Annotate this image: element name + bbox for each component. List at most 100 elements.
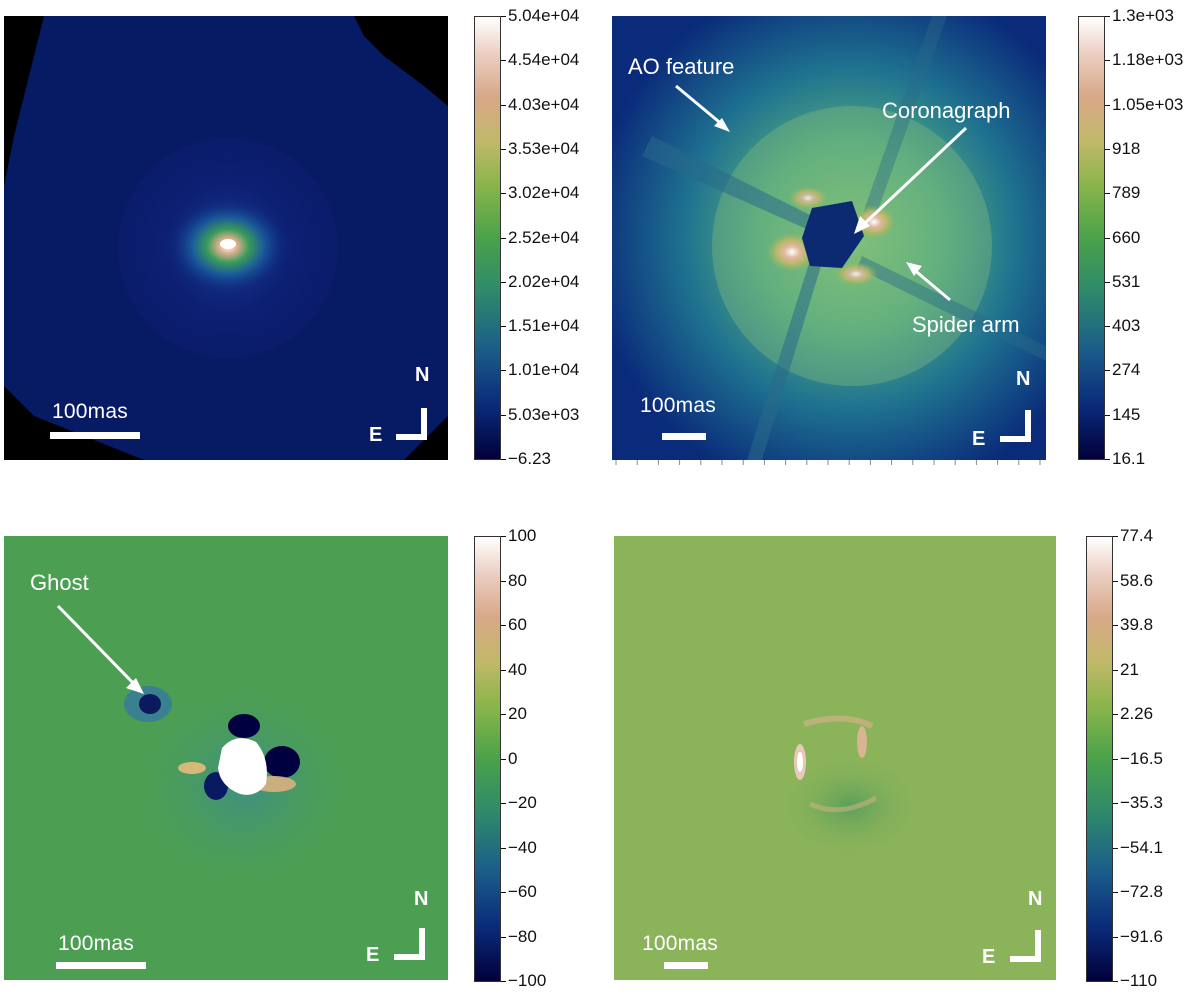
residual-image: 100mas N E: [614, 536, 1056, 980]
colorbar-tick-mark: [501, 714, 506, 715]
colorbar-tick-mark: [501, 193, 506, 195]
colorbar-tick-mark: [501, 148, 506, 150]
colorbar-tick-mark: [501, 60, 506, 62]
colorbar-tick-mark: [1105, 281, 1110, 283]
coronagraph-image: AO feature Coronagraph Spider arm 100mas…: [612, 16, 1046, 460]
residual-image: Ghost 100mas N E: [4, 536, 448, 980]
colorbar-tick-mark: [1105, 370, 1110, 372]
colorbar-tick-label: −16.5: [1120, 748, 1164, 768]
colorbar-tick-label: 40: [508, 659, 527, 679]
colorbar-tick-mark: [1113, 936, 1118, 938]
compass-arrow-icon: [1000, 410, 1031, 442]
arrow-icon: [906, 262, 951, 302]
colorbar-tick-label: −54.1: [1120, 837, 1164, 857]
colorbar-tick-label: 21: [1120, 659, 1139, 679]
colorbar-tick-mark: [501, 459, 506, 460]
colorbar-tick-label: −35.3: [1120, 793, 1164, 812]
scalebar: [662, 433, 706, 440]
colorbar-tick-mark: [1113, 803, 1118, 804]
colorbar-tick-label: −100: [508, 971, 547, 990]
scalebar-label: 100mas: [642, 932, 718, 955]
colorbar-tick-label: 1.3e+03: [1112, 6, 1174, 25]
colorbar-tick-label: 4.54e+04: [508, 50, 580, 70]
colorbar-tick-label: 0: [508, 748, 518, 768]
colorbar-tick-label: 1.51e+04: [508, 316, 580, 336]
colorbar-tick-label: 5.04e+04: [508, 6, 580, 25]
colorbar-tick-mark: [1113, 847, 1118, 849]
scalebar-label: 100mas: [640, 394, 716, 417]
colorbar-tick-mark: [501, 847, 506, 849]
colorbar-tick-mark: [501, 104, 506, 106]
colorbar-tick-label: 60: [508, 615, 527, 634]
colorbar-tick-label: 145: [1112, 404, 1141, 424]
colorbar-tick-label: 1.18e+03: [1112, 50, 1184, 70]
colorbar-tick-mark: [1113, 580, 1118, 582]
compass-north-label: N: [414, 888, 429, 910]
compass-north-label: N: [415, 364, 430, 386]
colorbar-tick-label: −72.8: [1120, 882, 1164, 901]
colorbar-tick-label: 531: [1112, 271, 1141, 291]
colorbar-tick-mark: [501, 536, 506, 537]
colorbar-tick-mark: [1105, 193, 1110, 195]
arrow-icon: [675, 84, 730, 132]
colorbar-tick-label: 403: [1112, 316, 1141, 336]
colorbar: [474, 16, 501, 460]
annotation-ao-feature: AO feature: [628, 54, 735, 79]
annotation-coronagraph: Coronagraph: [882, 98, 1011, 123]
colorbar-tick-mark: [1105, 148, 1110, 150]
colorbar-tick-label: 274: [1112, 360, 1141, 380]
arrow-icon: [56, 604, 144, 694]
scalebar: [50, 432, 140, 439]
colorbar-tick-mark: [1113, 892, 1118, 893]
scalebar-label: 100mas: [52, 400, 128, 423]
annotation-ghost: Ghost: [30, 570, 89, 595]
colorbar-tick-label: −40: [508, 837, 537, 857]
colorbar-tick-label: −110: [1120, 971, 1158, 990]
scalebar: [56, 962, 146, 969]
colorbar-tick-mark: [1113, 536, 1118, 537]
colorbar-tick-mark: [1113, 758, 1118, 760]
compass-east-label: E: [982, 946, 996, 968]
colorbar-tick-mark: [1113, 669, 1118, 671]
colorbar-tick-label: 5.03e+03: [508, 404, 580, 424]
colorbar-tick-label: 58.6: [1120, 570, 1154, 590]
colorbar-tick-mark: [501, 803, 506, 804]
axis-ticks: [615, 460, 1041, 465]
compass-east-label: E: [972, 428, 986, 450]
compass-arrow-icon: [396, 408, 427, 440]
colorbar-tick-label: −60: [508, 882, 537, 901]
compass-arrow-icon: [1010, 930, 1041, 962]
colorbar-tick-mark: [501, 414, 506, 416]
colorbar-tick-label: −20: [508, 793, 537, 812]
colorbar-tick-mark: [501, 625, 506, 626]
colorbar-tick-mark: [1105, 104, 1110, 106]
psf-image: 100mas N E: [4, 16, 448, 460]
colorbar-tick-label: 1.05e+03: [1112, 94, 1184, 114]
colorbar-tick-mark: [1105, 459, 1110, 460]
colorbar-tick-label: 918: [1112, 138, 1141, 158]
colorbar-tick-label: 77.4: [1120, 526, 1154, 545]
colorbar-tick-mark: [1105, 326, 1110, 328]
colorbar-tick-label: 2.26: [1120, 704, 1154, 723]
colorbar: [1086, 536, 1113, 982]
colorbar-tick-mark: [1105, 16, 1110, 17]
colorbar-tick-mark: [501, 936, 506, 938]
colorbar: [1078, 16, 1105, 460]
colorbar-tick-label: −80: [508, 926, 537, 946]
colorbar-tick-label: 1.01e+04: [508, 360, 580, 380]
compass-east-label: E: [369, 424, 383, 446]
colorbar-tick-label: 80: [508, 570, 527, 590]
colorbar-tick-mark: [501, 16, 506, 17]
colorbar-tick-label: 100: [508, 526, 537, 545]
colorbar-tick-label: 3.53e+04: [508, 138, 580, 158]
colorbar-tick-label: 39.8: [1120, 615, 1154, 634]
colorbar-tick-label: 2.02e+04: [508, 271, 580, 291]
colorbar-tick-mark: [1105, 237, 1110, 239]
scalebar: [664, 962, 708, 969]
colorbar-tick-label: 16.1: [1112, 449, 1146, 468]
colorbar-tick-label: 4.03e+04: [508, 94, 580, 114]
arrow-icon: [854, 126, 968, 234]
colorbar-tick-mark: [1105, 414, 1110, 416]
compass-north-label: N: [1028, 888, 1043, 910]
colorbar-tick-mark: [501, 237, 506, 239]
